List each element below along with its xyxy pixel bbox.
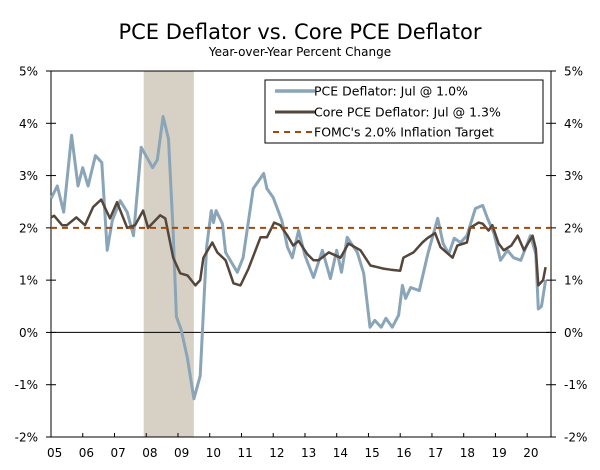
legend-label-target: FOMC's 2.0% Inflation Target	[314, 125, 494, 140]
x-tick-label: 12	[269, 446, 284, 460]
y-tick-label-left: 0%	[19, 326, 38, 340]
y-tick-label-left: 1%	[19, 274, 38, 288]
y-tick-label-right: 5%	[564, 65, 583, 79]
x-tick-label: 13	[301, 446, 316, 460]
y-tick-label-left: -2%	[15, 431, 38, 445]
recession-shade	[143, 71, 194, 437]
x-tick-label: 15	[364, 446, 379, 460]
y-tick-label-right: 2%	[564, 221, 583, 235]
y-tick-label-left: 5%	[19, 65, 38, 79]
x-tick-label: 06	[79, 446, 94, 460]
x-tick-label: 05	[47, 446, 62, 460]
chart-subtitle: Year-over-Year Percent Change	[208, 45, 392, 59]
series-group	[49, 115, 551, 401]
recession-shading-group	[143, 71, 194, 437]
legend: PCE Deflator: Jul @ 1.0% Core PCE Deflat…	[264, 79, 544, 144]
x-tick-label: 07	[110, 446, 125, 460]
legend-label-core: Core PCE Deflator: Jul @ 1.3%	[314, 105, 501, 120]
legend-label-pce: PCE Deflator: Jul @ 1.0%	[314, 84, 468, 99]
core-pce-deflator-line	[50, 198, 547, 287]
y-tick-label-right: 3%	[564, 169, 583, 183]
y-tick-label-right: -2%	[564, 431, 587, 445]
axes-group: 5% 5% 4% 4% 3% 3% 2% 2% 1% 1% 0% 0% -1% -1% -2% -2% 05 06…	[15, 65, 588, 461]
x-tick-label: 16	[396, 446, 411, 460]
x-tick-label: 20	[523, 446, 538, 460]
x-tick-label: 09	[174, 446, 189, 460]
y-tick-label-left: 2%	[19, 221, 38, 235]
x-tick-label: 18	[460, 446, 475, 460]
x-tick-label: 10	[206, 446, 221, 460]
y-tick-label-left: 4%	[19, 117, 38, 131]
x-tick-label: 08	[142, 446, 157, 460]
x-tick-label: 11	[237, 446, 252, 460]
chart-title: PCE Deflator vs. Core PCE Deflator	[118, 20, 482, 44]
x-tick-label: 19	[491, 446, 506, 460]
y-tick-label-right: -1%	[564, 378, 587, 392]
x-tick-label: 14	[333, 446, 348, 460]
y-tick-label-right: 1%	[564, 274, 583, 288]
y-tick-label-left: 3%	[19, 169, 38, 183]
y-tick-label-right: 0%	[564, 326, 583, 340]
y-tick-label-right: 4%	[564, 117, 583, 131]
x-tick-label: 17	[428, 446, 443, 460]
pce-deflator-line	[49, 115, 548, 401]
y-tick-label-left: -1%	[15, 378, 38, 392]
